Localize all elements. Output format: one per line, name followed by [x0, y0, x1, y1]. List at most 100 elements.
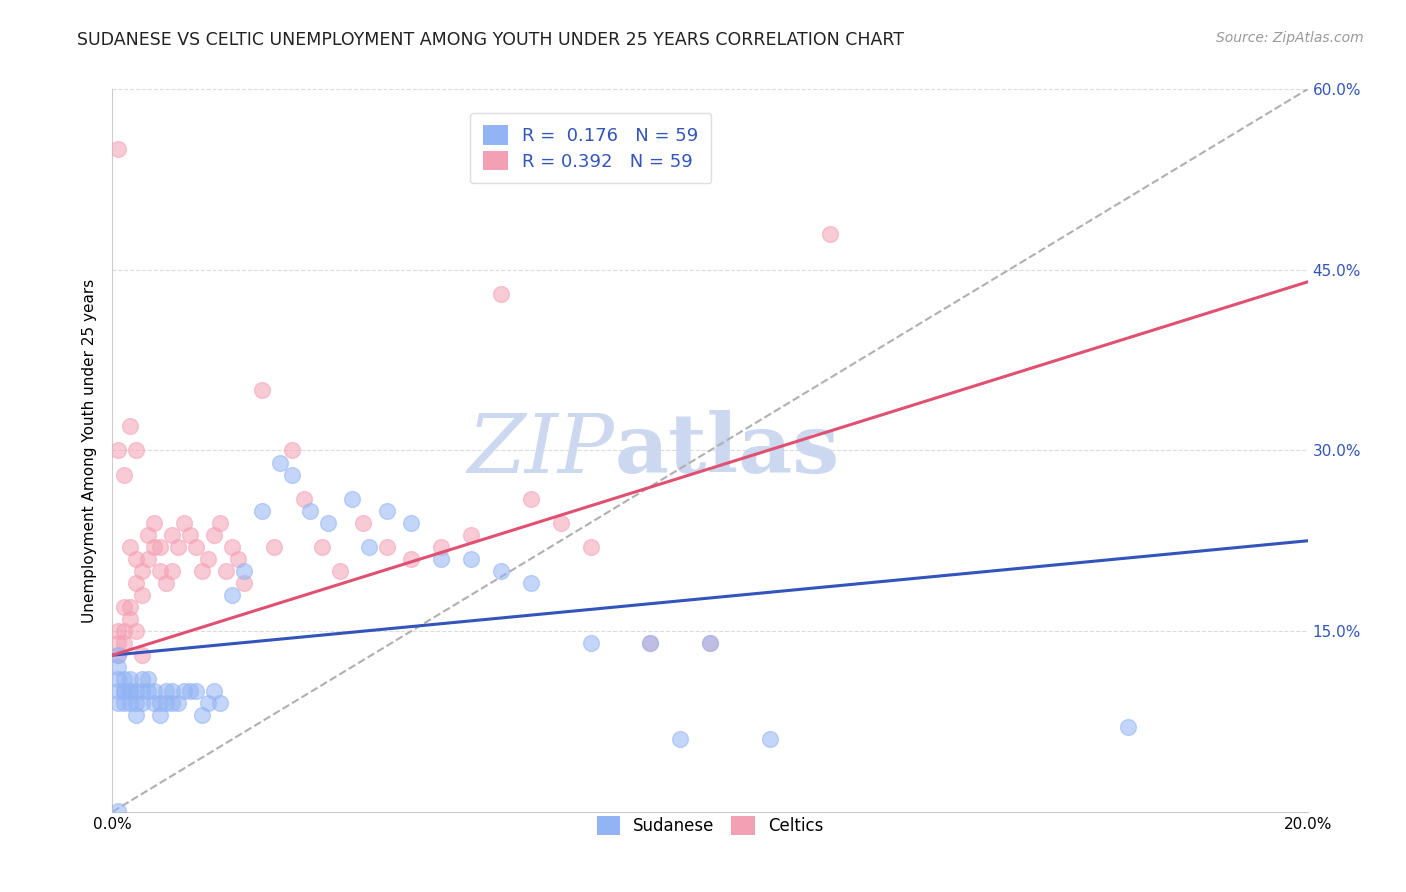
Point: [699, 636, 721, 650]
Point: [221, 540, 243, 554]
Point: [107, 648, 129, 662]
Point: [281, 467, 304, 482]
Point: [1118, 721, 1140, 735]
Point: [401, 551, 423, 566]
Point: [125, 624, 148, 639]
Point: [107, 443, 129, 458]
Point: [202, 527, 225, 541]
Point: [138, 527, 160, 541]
Point: [114, 684, 135, 698]
Point: [340, 491, 363, 506]
Point: [221, 588, 243, 602]
Point: [520, 491, 543, 506]
Legend: Sudanese, Celtics: Sudanese, Celtics: [585, 805, 835, 847]
Point: [131, 648, 153, 662]
Point: [167, 540, 190, 554]
Y-axis label: Unemployment Among Youth under 25 years: Unemployment Among Youth under 25 years: [82, 278, 97, 623]
Point: [202, 684, 225, 698]
Point: [143, 696, 166, 710]
Point: [114, 636, 135, 650]
Point: [640, 636, 662, 650]
Point: [353, 516, 375, 530]
Point: [125, 696, 148, 710]
Point: [292, 491, 315, 506]
Point: [120, 673, 142, 687]
Point: [699, 636, 721, 650]
Point: [640, 636, 662, 650]
Point: [430, 551, 453, 566]
Text: SUDANESE VS CELTIC UNEMPLOYMENT AMONG YOUTH UNDER 25 YEARS CORRELATION CHART: SUDANESE VS CELTIC UNEMPLOYMENT AMONG YO…: [77, 31, 904, 49]
Point: [377, 540, 399, 554]
Point: [120, 540, 142, 554]
Point: [520, 576, 543, 591]
Point: [579, 540, 602, 554]
Point: [186, 684, 208, 698]
Point: [167, 696, 190, 710]
Point: [107, 624, 129, 639]
Point: [263, 540, 285, 554]
Point: [215, 564, 238, 578]
Point: [143, 540, 166, 554]
Point: [162, 684, 183, 698]
Point: [120, 684, 142, 698]
Point: [120, 684, 142, 698]
Point: [191, 708, 214, 723]
Point: [186, 540, 208, 554]
Point: [125, 576, 148, 591]
Point: [197, 696, 219, 710]
Point: [191, 564, 214, 578]
Text: ZIP: ZIP: [468, 410, 614, 491]
Point: [114, 696, 135, 710]
Point: [401, 516, 423, 530]
Point: [329, 564, 352, 578]
Point: [759, 732, 782, 747]
Point: [131, 588, 153, 602]
Point: [179, 527, 201, 541]
Point: [173, 684, 195, 698]
Point: [162, 564, 183, 578]
Point: [131, 684, 153, 698]
Point: [460, 527, 482, 541]
Point: [818, 227, 841, 241]
Text: Source: ZipAtlas.com: Source: ZipAtlas.com: [1216, 31, 1364, 45]
Point: [316, 516, 339, 530]
Point: [269, 455, 291, 469]
Point: [120, 599, 142, 614]
Point: [197, 551, 219, 566]
Point: [233, 576, 256, 591]
Point: [125, 551, 148, 566]
Point: [131, 673, 153, 687]
Point: [138, 551, 160, 566]
Point: [155, 696, 177, 710]
Point: [359, 540, 381, 554]
Point: [107, 142, 129, 156]
Point: [281, 443, 304, 458]
Point: [460, 551, 482, 566]
Point: [162, 527, 183, 541]
Point: [173, 516, 195, 530]
Point: [489, 286, 512, 301]
Point: [149, 708, 172, 723]
Point: [114, 599, 135, 614]
Point: [138, 684, 160, 698]
Point: [125, 708, 148, 723]
Point: [114, 467, 135, 482]
Point: [107, 636, 129, 650]
Point: [107, 673, 129, 687]
Point: [114, 673, 135, 687]
Point: [149, 564, 172, 578]
Point: [125, 684, 148, 698]
Point: [162, 696, 183, 710]
Point: [233, 564, 256, 578]
Text: atlas: atlas: [614, 410, 839, 491]
Point: [298, 503, 321, 517]
Point: [155, 576, 177, 591]
Point: [209, 696, 232, 710]
Point: [131, 696, 153, 710]
Point: [131, 564, 153, 578]
Point: [107, 648, 129, 662]
Point: [311, 540, 333, 554]
Point: [107, 684, 129, 698]
Point: [489, 564, 512, 578]
Point: [138, 673, 160, 687]
